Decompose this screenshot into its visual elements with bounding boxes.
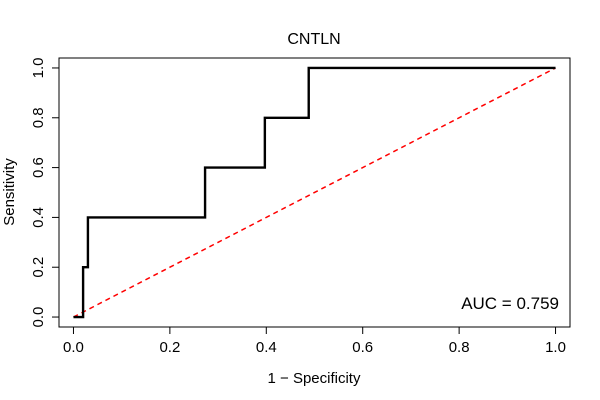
y-tick-label: 0.2: [30, 257, 47, 278]
y-axis-title: Sensitivity: [1, 158, 18, 226]
roc-curve-line: [73, 66, 556, 319]
chart-title: CNTLN: [287, 31, 340, 48]
y-tick-label: 0.6: [30, 157, 47, 178]
x-tick-label: 1.0: [545, 339, 566, 356]
y-tick-label: 0.8: [30, 107, 47, 128]
x-tick-label: 0.0: [63, 339, 84, 356]
y-tick-label: 1.0: [30, 58, 47, 79]
x-axis-title: 1 − Specificity: [268, 370, 361, 387]
y-tick-label: 0.0: [30, 307, 47, 328]
plot-area: 0.0 0.2 0.4 0.6 0.8 1.0 0.0 0.2 0.4 0.6 0.8 1.0: [30, 57, 571, 356]
plot-frame: [58, 57, 571, 328]
x-tick-label: 0.2: [159, 339, 180, 356]
x-tick-label: 0.8: [449, 339, 470, 356]
x-tick-label: 0.4: [256, 339, 277, 356]
auc-annotation: AUC = 0.759: [461, 294, 559, 313]
x-tick-label: 0.6: [352, 339, 373, 356]
y-tick-label: 0.4: [30, 207, 47, 228]
chance-diagonal-line: [73, 67, 556, 318]
